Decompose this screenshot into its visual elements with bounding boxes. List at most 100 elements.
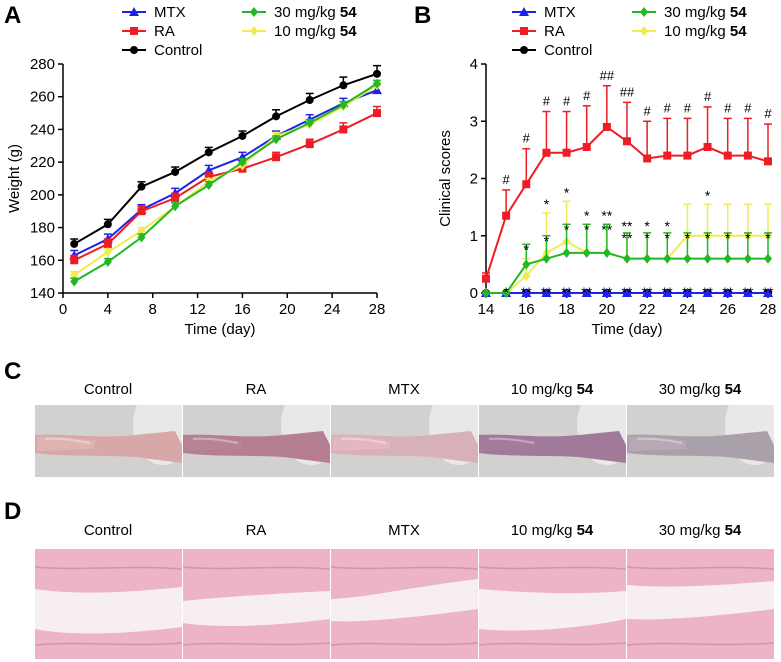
data-point [305, 95, 314, 104]
image-caption: RA [181, 522, 331, 539]
data-point [542, 253, 551, 264]
data-point [562, 247, 571, 258]
legend-label-d30: 30 mg/kg 54 [664, 4, 747, 21]
control-significance-mark: ** [642, 284, 653, 300]
legend-label-control: Control [544, 42, 592, 59]
d30-significance-mark: * [584, 221, 590, 237]
data-point [373, 78, 381, 89]
x-tick-label: 26 [719, 301, 736, 318]
data-point [703, 143, 712, 152]
caption-compound: 54 [576, 522, 594, 539]
histology-image [627, 549, 774, 659]
x-tick-label: 18 [558, 301, 575, 318]
control-significance-mark: ** [702, 284, 713, 300]
ra-significance-mark: # [563, 94, 571, 109]
ra-significance-mark: # [583, 88, 591, 103]
data-point [522, 270, 531, 281]
histology-image [35, 549, 182, 659]
d10-significance-mark: * [524, 242, 530, 258]
series-line [73, 82, 378, 283]
data-point [542, 148, 551, 157]
control-significance-mark: ** [763, 284, 774, 300]
legend-label-control: Control [154, 42, 202, 59]
data-point [601, 288, 612, 297]
data-point [763, 288, 773, 297]
y-tick-label: 0 [470, 285, 478, 302]
clinical-score-chart: MTX RA Control 30 mg/kg 54 10 mg/kg 54 0 1 2 3 4 1… [437, 4, 776, 338]
data-point [339, 81, 348, 90]
legend-label-d10: 10 mg/kg 54 [664, 23, 747, 40]
d10-significance-mark: * [705, 187, 711, 203]
data-point [103, 247, 112, 258]
data-point [171, 194, 180, 203]
data-point [581, 288, 592, 297]
ra-significance-mark: # [644, 103, 652, 118]
control-significance-mark: ** [622, 284, 633, 300]
legend-marker-d30 [640, 7, 648, 17]
d30-significance-mark: * [765, 230, 771, 246]
y-tick-label: 160 [30, 252, 55, 269]
data-point [502, 211, 511, 220]
data-point [642, 288, 653, 297]
y-tick-label: 200 [30, 187, 55, 204]
data-point [171, 201, 180, 212]
d10-significance-mark: ** [601, 207, 612, 223]
x-tick-label: 0 [59, 301, 67, 318]
caption-compound: 54 [576, 381, 594, 398]
caption-compound: 54 [724, 381, 742, 398]
ra-significance-mark: ## [600, 68, 615, 83]
data-point [643, 253, 652, 264]
data-point [137, 182, 146, 191]
data-point [238, 131, 247, 140]
panel-label-a: A [4, 2, 22, 29]
data-point [742, 288, 753, 297]
caption-label: 30 mg/kg [658, 381, 721, 398]
data-point [623, 137, 631, 146]
series-control [70, 64, 381, 248]
data-point [643, 154, 652, 163]
paw-photo [331, 405, 478, 477]
data-point [663, 253, 672, 264]
x-axis-title: Time (day) [591, 321, 662, 338]
data-point [764, 253, 772, 264]
x-tick-label: 24 [679, 301, 696, 318]
image-caption: MTX [329, 522, 479, 539]
caption-label: RA [245, 381, 267, 398]
x-tick-label: 12 [189, 301, 206, 318]
legend-label-d10: 10 mg/kg 54 [274, 23, 357, 40]
caption-label: Control [83, 522, 133, 539]
ra-significance-mark: # [744, 100, 752, 115]
paw-photo [35, 405, 182, 477]
control-significance-mark: ** [601, 284, 612, 300]
ra-significance-mark: # [724, 100, 732, 115]
d30-significance-mark: * [685, 230, 691, 246]
data-point [171, 167, 180, 176]
data-point [103, 239, 112, 248]
histology-image [331, 549, 478, 659]
data-point [662, 288, 673, 297]
paw-photo [183, 405, 330, 477]
data-point [602, 122, 611, 131]
x-tick-label: 22 [639, 301, 656, 318]
legend-marker-mtx [519, 7, 529, 16]
ra-significance-mark: # [523, 131, 531, 146]
data-point [764, 157, 772, 166]
caption-label: 10 mg/kg [510, 381, 573, 398]
y-tick-label: 3 [470, 113, 478, 130]
legend-marker-control [520, 46, 528, 54]
data-point [541, 288, 552, 297]
image-caption: MTX [329, 381, 479, 398]
d30-significance-mark: * [544, 233, 550, 249]
control-significance-mark: ** [541, 284, 552, 300]
ra-significance-mark: # [664, 100, 672, 115]
y-tick-label: 4 [470, 56, 478, 73]
y-tick-label: 260 [30, 89, 55, 106]
data-point [137, 207, 146, 216]
x-tick-label: 28 [369, 301, 386, 318]
data-point [723, 253, 732, 264]
x-tick-label: 16 [518, 301, 535, 318]
image-caption: RA [181, 381, 331, 398]
d30-significance-mark: * [644, 230, 650, 246]
data-point [482, 288, 490, 298]
y-axis-title: Weight (g) [6, 144, 23, 213]
